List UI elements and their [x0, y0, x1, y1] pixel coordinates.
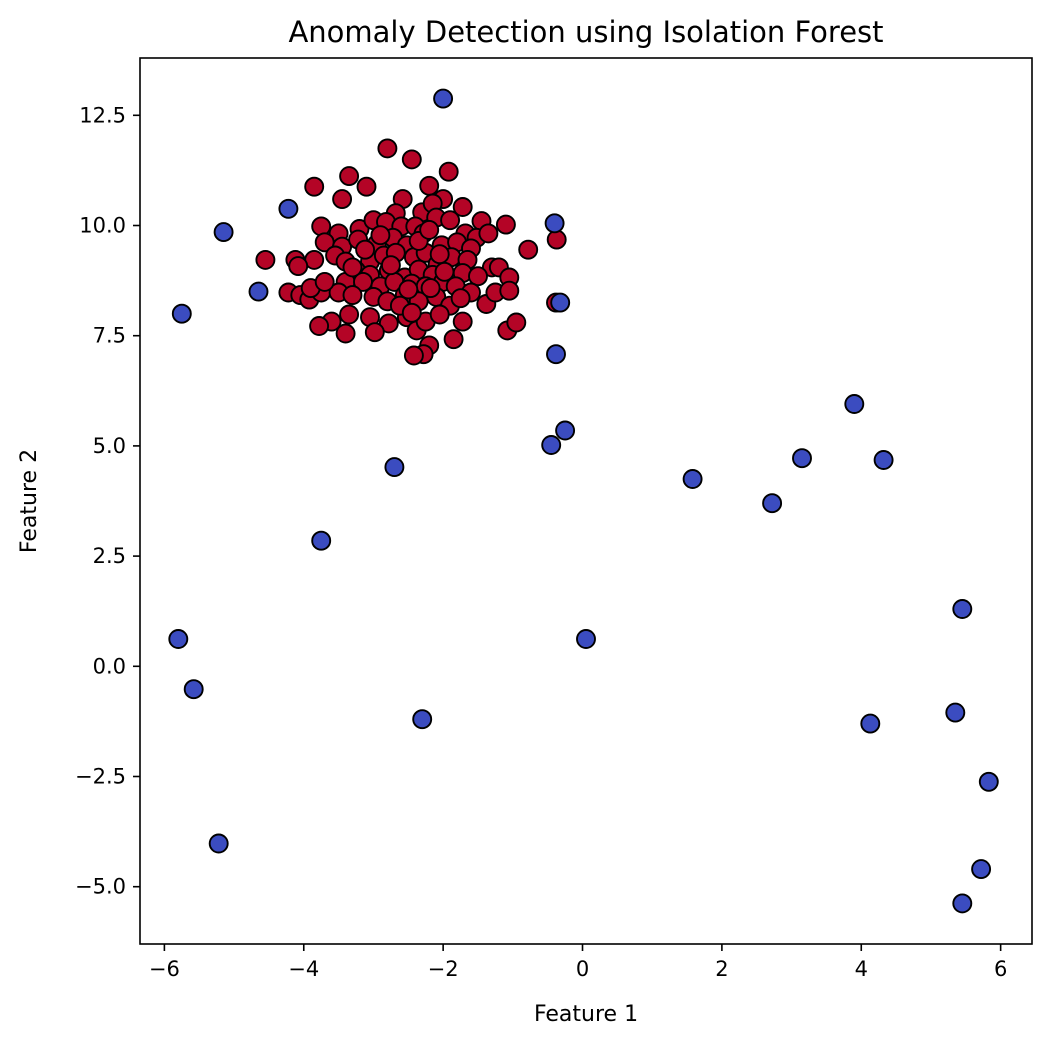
data-point	[792, 448, 812, 469]
x-tick-label: −2	[428, 957, 459, 981]
data-point	[314, 271, 335, 292]
data-point	[171, 303, 192, 324]
data-point	[555, 420, 576, 441]
data-point	[311, 216, 332, 237]
data-point	[335, 323, 356, 344]
data-point	[377, 138, 398, 159]
data-point	[452, 311, 473, 332]
data-point	[434, 261, 455, 282]
data-point	[478, 223, 499, 244]
data-point	[332, 189, 353, 210]
data-point	[401, 149, 422, 170]
data-point	[342, 285, 363, 306]
data-point	[311, 530, 332, 551]
data-point	[429, 304, 450, 325]
data-point	[213, 222, 234, 243]
x-tick-label: 6	[994, 957, 1007, 981]
data-point	[682, 469, 703, 489]
data-point	[370, 225, 391, 246]
points-layer	[168, 88, 999, 914]
data-point	[971, 859, 992, 880]
data-point	[339, 166, 360, 187]
y-axis-ticks: −5.0 −2.5 0.0 2.5 5.0 7.5 10.0 12.5	[75, 103, 140, 899]
data-point	[380, 255, 401, 276]
y-tick-label: 2.5	[93, 544, 126, 568]
data-point	[443, 329, 464, 350]
data-point	[356, 176, 377, 197]
y-tick-label: 0.0	[93, 654, 126, 678]
data-point	[420, 278, 441, 299]
data-point	[873, 450, 894, 470]
data-point	[255, 249, 276, 270]
data-point	[576, 629, 596, 649]
y-axis-label: Feature 2	[17, 449, 42, 553]
y-tick-label: 10.0	[79, 214, 126, 238]
x-tick-label: −4	[288, 957, 319, 981]
data-point	[248, 281, 269, 302]
data-point	[518, 239, 539, 260]
data-point	[452, 197, 473, 217]
data-point	[364, 322, 385, 343]
data-point	[183, 679, 204, 700]
data-point	[378, 313, 399, 334]
data-point	[412, 709, 433, 730]
data-point	[401, 302, 422, 323]
x-tick-label: 0	[576, 957, 589, 981]
data-point	[168, 629, 189, 649]
data-point	[544, 213, 565, 234]
data-point	[278, 198, 299, 219]
data-point	[945, 702, 966, 723]
data-point	[208, 833, 229, 854]
y-tick-label: −5.0	[75, 875, 126, 899]
data-point	[978, 771, 999, 792]
data-point	[762, 493, 783, 514]
data-point	[546, 344, 566, 365]
data-point	[440, 210, 461, 231]
data-point	[339, 304, 360, 325]
data-point	[403, 345, 424, 366]
y-tick-label: 5.0	[93, 434, 126, 458]
y-tick-label: 7.5	[93, 324, 126, 348]
data-point	[384, 457, 405, 478]
x-tick-label: 4	[855, 957, 868, 981]
x-tick-label: −6	[149, 957, 180, 981]
x-axis-label: Feature 1	[534, 1002, 638, 1027]
data-point	[541, 435, 562, 455]
data-point	[419, 175, 440, 196]
data-point	[288, 256, 309, 277]
data-point	[952, 599, 973, 619]
data-point	[495, 214, 516, 235]
x-axis-ticks: −6 −4 −2 0 2 4 6	[149, 944, 1007, 981]
y-tick-label: 12.5	[79, 103, 126, 127]
plot-area-frame	[139, 57, 1033, 945]
data-point	[342, 257, 363, 278]
data-point	[844, 394, 865, 414]
data-point	[355, 239, 376, 260]
data-point	[429, 244, 450, 265]
x-tick-label: 2	[715, 957, 728, 981]
chart-title: Anomaly Detection using Isolation Forest	[288, 15, 883, 49]
data-point	[952, 893, 973, 914]
data-point	[438, 161, 459, 182]
y-tick-label: −2.5	[75, 764, 126, 788]
data-point	[499, 280, 520, 301]
data-point	[450, 288, 471, 309]
data-point	[304, 176, 325, 197]
data-point	[506, 312, 527, 333]
data-point	[433, 88, 454, 109]
data-point	[419, 219, 440, 240]
data-point	[550, 292, 571, 313]
data-point	[546, 229, 567, 250]
data-point	[468, 266, 488, 287]
data-point	[398, 279, 419, 300]
data-point	[860, 713, 881, 734]
data-point	[309, 316, 330, 336]
